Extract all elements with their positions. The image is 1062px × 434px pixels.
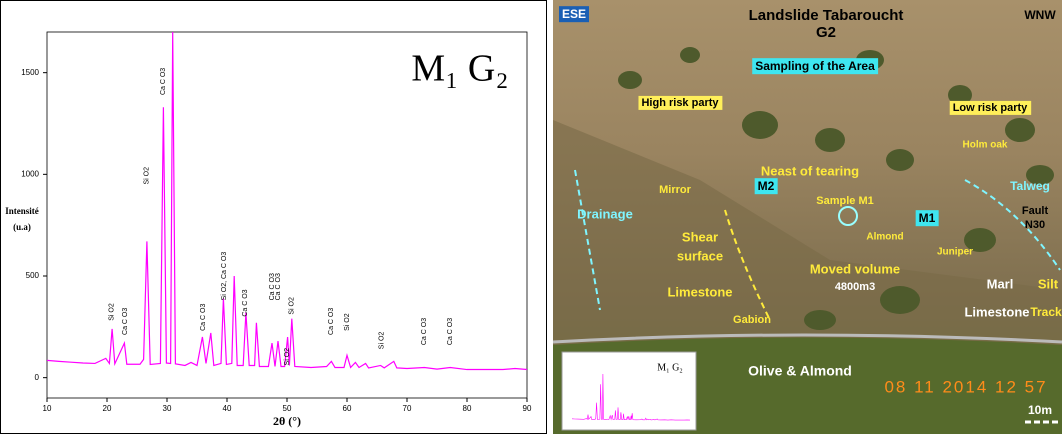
photo-label: Almond: [866, 232, 903, 243]
photo-label: Shear: [682, 229, 718, 244]
photo-title: Landslide Tabaroucht: [749, 7, 904, 24]
peak-label: Si O2: [344, 313, 351, 331]
photo-subtitle: G2: [816, 24, 836, 41]
peak-label: Si O2: [109, 303, 116, 321]
photo-label: M2: [758, 179, 775, 193]
peak-label: Ca C O3: [447, 318, 454, 345]
peak-label: Si O2: [284, 348, 291, 366]
x-tick-label: 70: [403, 404, 412, 413]
inset-title: M₁ G₂: [657, 362, 683, 373]
peak-label: Ca C O3: [421, 318, 428, 345]
chart-annotation-title: M₁ G₂: [411, 48, 508, 90]
peak-label: Ca C O3: [122, 308, 129, 335]
photo-label: Fault: [1022, 205, 1049, 217]
peak-label: Si O2: [143, 167, 150, 185]
y-tick-label: 1500: [21, 68, 39, 77]
x-tick-label: 40: [223, 404, 232, 413]
photo-label: Track: [1030, 305, 1062, 319]
x-tick-label: 10: [43, 404, 52, 413]
photo-label: ESE: [562, 7, 586, 21]
photo-label: M1: [919, 211, 936, 225]
photo-label: Low risk party: [953, 102, 1028, 114]
figure: ESE Landslide Tabaroucht G2 WNW Sampling…: [0, 0, 1062, 434]
x-axis-label: 2θ (°): [273, 414, 301, 428]
photo-label: Talweg: [1010, 179, 1050, 193]
peak-label: Ca C O3: [200, 304, 207, 331]
photo-label: Holm oak: [962, 140, 1007, 151]
scale-label: 10m: [1028, 403, 1052, 417]
y-tick-label: 500: [26, 271, 40, 280]
x-tick-label: 50: [283, 404, 292, 413]
photo-label: Marl: [987, 276, 1014, 291]
y-tick-label: 0: [35, 373, 40, 382]
photo-label: surface: [677, 248, 723, 263]
y-tick-label: 1000: [21, 169, 39, 178]
photo-label: Sample M1: [816, 195, 873, 207]
photo-label: High risk party: [641, 97, 719, 109]
photo-label: Olive & Almond: [748, 363, 852, 379]
photo-label: Juniper: [937, 247, 973, 258]
y-axis-unit: (u.a): [13, 222, 31, 232]
photo-label: Mirror: [659, 184, 692, 196]
photo-label: Gabion: [733, 314, 771, 326]
x-tick-label: 80: [463, 404, 472, 413]
x-tick-label: 60: [343, 404, 352, 413]
peak-label: Ca C O3: [242, 289, 249, 316]
y-axis-label: Intensité: [5, 206, 39, 216]
photo-label: Neast of tearing: [761, 163, 859, 178]
photo-label: 4800m3: [835, 281, 875, 293]
peak-label: Ca C O3: [160, 68, 167, 95]
photo-label: N30: [1025, 219, 1045, 231]
page: {"chart_data": {"type": "line", "annotat…: [0, 0, 1062, 434]
photo-label: Limestone: [964, 304, 1029, 319]
photo-label: Sampling of the Area: [755, 59, 875, 73]
photo-label: Drainage: [577, 206, 633, 221]
peak-label: Ca C O3: [275, 273, 282, 300]
photo: ESE Landslide Tabaroucht G2 WNW Sampling…: [553, 0, 1062, 434]
x-tick-label: 90: [523, 404, 532, 413]
x-tick-label: 30: [163, 404, 172, 413]
photo-label: Moved volume: [810, 261, 900, 276]
peak-label: Si O2: [289, 297, 296, 315]
photo-label: WNW: [1024, 8, 1056, 22]
peak-label: Ca C O3: [328, 308, 335, 335]
peak-label: Si O2, Ca C O3: [221, 252, 228, 301]
peak-label: Si O2: [379, 332, 386, 350]
photo-label: Limestone: [667, 284, 732, 299]
timestamp: 08 11 2014 12 57: [884, 377, 1047, 396]
photo-label: Silt: [1038, 276, 1059, 291]
x-tick-label: 20: [103, 404, 112, 413]
